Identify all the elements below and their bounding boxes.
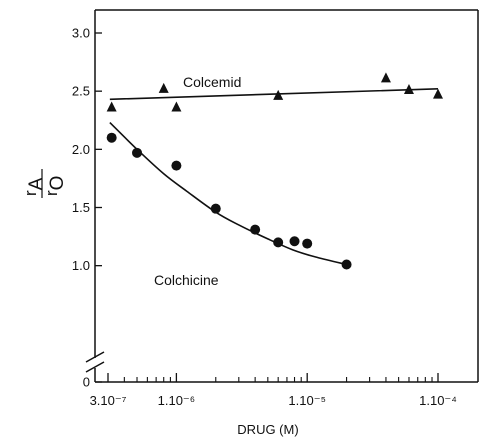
colchicine-circle-point — [106, 132, 117, 143]
x-tick-label: 1.10⁻⁶ — [158, 393, 196, 408]
x-axis-title: DRUG (M) — [237, 422, 298, 437]
colcemid-triangle-point — [433, 88, 443, 99]
fit-line-colchicine — [109, 122, 347, 266]
colcemid-triangle-point — [403, 84, 414, 95]
y-axis-title: rA rO — [21, 169, 68, 198]
colchicine-circle-point — [132, 147, 143, 158]
colchicine-circle-point — [171, 160, 182, 171]
fit-curves — [109, 88, 439, 266]
y-axis-ticks: 0 1.0 1.5 2.0 2.5 3.0 — [72, 26, 102, 390]
data-points — [106, 72, 443, 270]
plot-frame — [85, 9, 479, 383]
y-tick-label: 1.0 — [72, 258, 90, 273]
colcemid-triangle-point — [273, 89, 284, 100]
x-tick-label: 1.10⁻⁴ — [419, 393, 457, 408]
y-label-num-base: r — [21, 190, 40, 196]
colchicine-circle-point — [289, 236, 300, 247]
colcemid-triangle-point — [106, 101, 117, 112]
y-tick-label: 3.0 — [72, 26, 90, 41]
y-label-den-base: r — [42, 190, 61, 196]
x-axis-ticks: 3.10⁻⁷ 1.10⁻⁶ 1.10⁻⁵ 1.10⁻⁴ — [90, 373, 457, 408]
colchicine-circle-point — [210, 203, 221, 214]
series-annotations: Colcemid Colchicine — [154, 74, 241, 288]
x-tick-label: 1.10⁻⁵ — [288, 393, 326, 408]
series-label-colcemid: Colcemid — [183, 74, 241, 90]
x-tick-label: 3.10⁻⁷ — [90, 393, 127, 408]
y-label-denominator: rO — [42, 176, 68, 196]
fit-line-colcemid — [109, 88, 439, 101]
y-label-den-sub: O — [47, 176, 68, 191]
colchicine-circle-point — [273, 237, 284, 248]
colchicine-circle-point — [250, 224, 261, 235]
series-label-colchicine: Colchicine — [154, 272, 219, 288]
colcemid-triangle-point — [171, 101, 182, 112]
y-tick-label: 2.0 — [72, 142, 90, 157]
colcemid-triangle-point — [380, 72, 391, 83]
y-tick-label: 2.5 — [72, 84, 90, 99]
colchicine-circle-point — [302, 238, 313, 249]
y-label-num-sub: A — [26, 177, 47, 190]
y-tick-label: 1.5 — [72, 200, 90, 215]
colchicine-circle-point — [341, 259, 352, 270]
y-tick-label: 0 — [83, 375, 90, 390]
colcemid-triangle-point — [158, 82, 169, 93]
axis-break-mark — [85, 351, 105, 373]
